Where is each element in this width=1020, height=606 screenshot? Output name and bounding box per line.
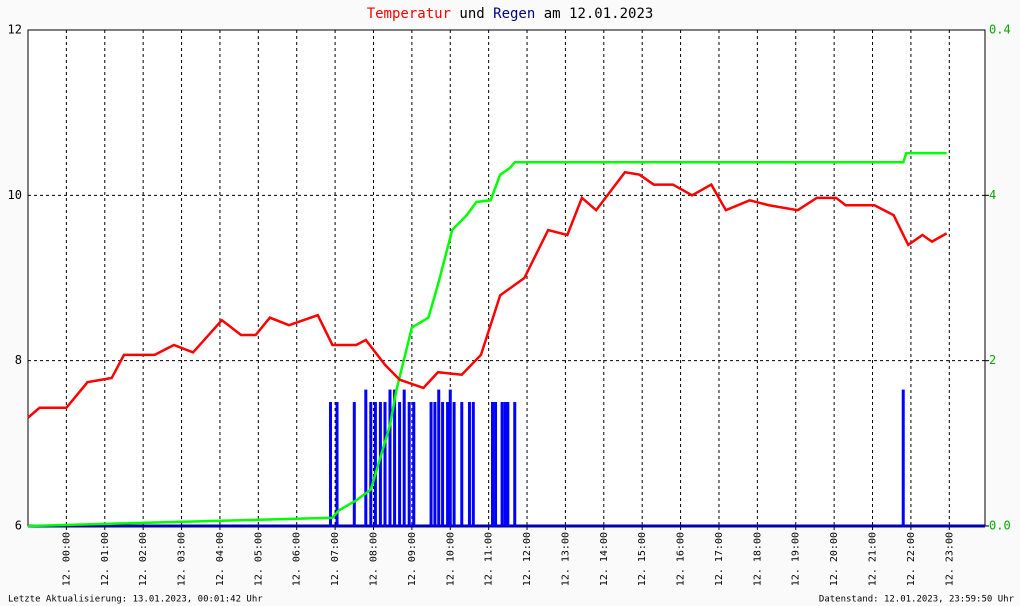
x-tick-label: 12. 10:00	[445, 532, 456, 586]
rain-bar	[429, 402, 433, 526]
rain-bar	[433, 402, 437, 526]
title-part: und	[451, 6, 493, 22]
series-line	[27, 151, 947, 528]
x-tick-label: 12. 17:00	[714, 532, 725, 586]
rain-bar	[328, 402, 332, 526]
x-tick-label: 12. 08:00	[368, 532, 379, 586]
rain-bar	[500, 402, 504, 526]
y-tick-label: 10	[8, 188, 22, 202]
rain-bar	[383, 402, 387, 526]
x-tick-label: 12. 00:00	[61, 532, 72, 586]
x-tick-label: 12. 23:00	[944, 532, 955, 586]
rain-bar	[335, 402, 339, 526]
rain-bar	[494, 402, 498, 526]
y-tick-label: 12	[8, 23, 22, 37]
footer-left: Letzte Aktualisierung: 13.01.2023, 00:01…	[8, 595, 263, 605]
rain-bar	[513, 402, 517, 526]
rain-bar	[393, 389, 397, 526]
rain-bar	[364, 389, 368, 526]
rain-bar	[437, 389, 441, 526]
y2-tick-label: 2	[989, 353, 996, 367]
x-tick-label: 12. 04:00	[215, 532, 226, 586]
rain-bar	[503, 402, 507, 526]
x-tick-label: 12. 13:00	[560, 532, 571, 586]
x-tick-label: 12. 15:00	[637, 532, 648, 586]
rain-bar	[402, 389, 406, 526]
y-tick-label: 8	[15, 353, 22, 367]
y-tick-label: 6	[15, 519, 22, 533]
rain-bar	[506, 402, 510, 526]
title-part: Regen	[493, 6, 535, 22]
rain-bar	[471, 402, 475, 526]
rain-bar	[352, 402, 356, 526]
series-line	[27, 170, 948, 419]
x-tick-label: 12. 16:00	[676, 532, 687, 586]
rain-bar	[460, 402, 464, 526]
title-part: am 12.01.2023	[535, 6, 653, 22]
x-tick-label: 12. 11:00	[484, 532, 495, 586]
x-tick-label: 12. 18:00	[752, 532, 763, 586]
rain-bar	[441, 402, 445, 526]
y2-top-label: 0.4	[989, 23, 1011, 37]
rain-bar	[388, 389, 392, 526]
y2-tick-label: 4	[989, 188, 996, 202]
y2-tick-label: 0.0	[989, 519, 1011, 533]
chart-title: Temperatur und Regen am 12.01.2023	[367, 6, 654, 22]
x-tick-label: 12. 01:00	[100, 532, 111, 586]
x-tick-label: 12. 05:00	[253, 532, 264, 586]
x-tick-label: 12. 19:00	[791, 532, 802, 586]
rain-bar	[901, 389, 905, 526]
x-tick-label: 12. 20:00	[829, 532, 840, 586]
x-tick-label: 12. 21:00	[868, 532, 879, 586]
rain-bar	[369, 402, 373, 526]
x-tick-label: 12. 03:00	[177, 532, 188, 586]
rain-bar	[446, 402, 450, 526]
x-tick-label: 12. 22:00	[906, 532, 917, 586]
rain-bar	[398, 402, 402, 526]
x-tick-label: 12. 14:00	[599, 532, 610, 586]
title-part: Temperatur	[367, 6, 451, 22]
x-tick-label: 12. 07:00	[330, 532, 341, 586]
rain-bar	[378, 402, 382, 526]
rain-bar	[412, 402, 416, 526]
x-tick-label: 12. 02:00	[138, 532, 149, 586]
rain-bar	[467, 402, 471, 526]
rain-bar	[490, 402, 494, 526]
footer-right: Datenstand: 12.01.2023, 23:59:50 Uhr	[819, 595, 1015, 605]
rain-bar	[407, 402, 411, 526]
rain-bar	[448, 389, 452, 526]
x-tick-label: 12. 12:00	[522, 532, 533, 586]
x-tick-label: 12. 06:00	[292, 532, 303, 586]
rain-bar	[452, 402, 456, 526]
rain-bar	[373, 402, 377, 526]
x-tick-label: 12. 09:00	[407, 532, 418, 586]
